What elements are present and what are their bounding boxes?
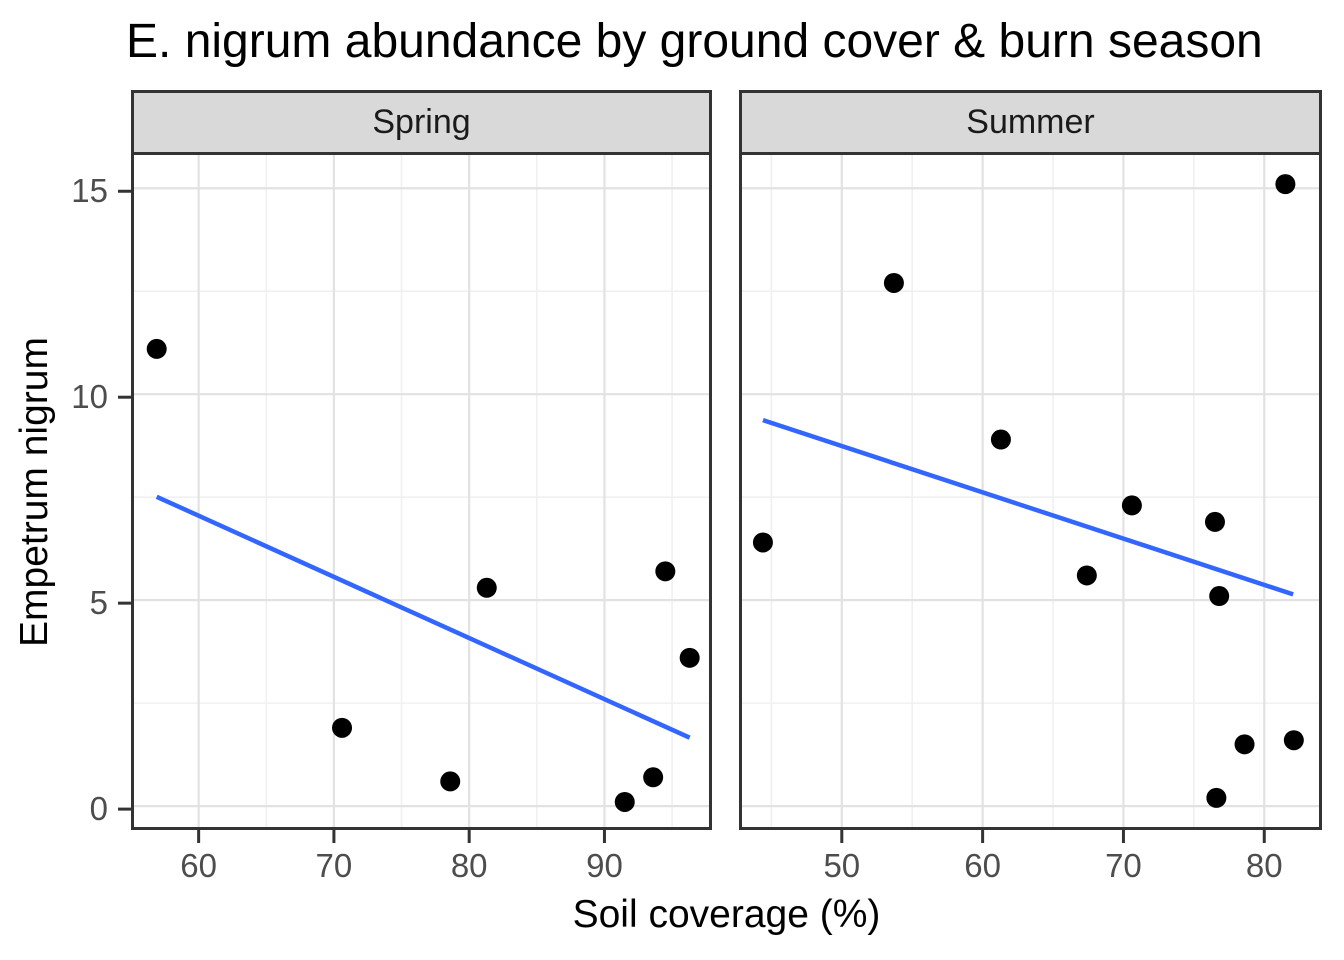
facet-panel-spring: 60 70 80 90 [131, 152, 712, 882]
y-axis: 0 5 10 15 [71, 172, 131, 827]
svg-text:80: 80 [1246, 847, 1283, 882]
svg-text:10: 10 [71, 378, 108, 415]
facet-strip-summer-label: Summer [966, 103, 1095, 141]
facet-panel-summer: 50 60 70 80 [739, 152, 1322, 882]
facet-strip-summer: Summer [739, 90, 1322, 155]
x-axis-title: Soil coverage (%) [572, 893, 881, 936]
svg-text:60: 60 [964, 847, 1001, 882]
plot-title: E. nigrum abundance by ground cover & bu… [126, 15, 1263, 68]
svg-text:90: 90 [586, 847, 623, 882]
svg-text:70: 70 [316, 847, 353, 882]
svg-text:50: 50 [823, 847, 860, 882]
svg-text:5: 5 [90, 584, 108, 621]
svg-text:70: 70 [1105, 847, 1142, 882]
svg-text:15: 15 [71, 172, 108, 209]
facet-strip-spring: Spring [131, 90, 712, 155]
y-axis-title: Empetrum nigrum [13, 337, 56, 647]
svg-text:60: 60 [180, 847, 217, 882]
svg-text:0: 0 [90, 790, 108, 827]
facet-strip-spring-label: Spring [372, 103, 471, 141]
svg-text:80: 80 [451, 847, 488, 882]
